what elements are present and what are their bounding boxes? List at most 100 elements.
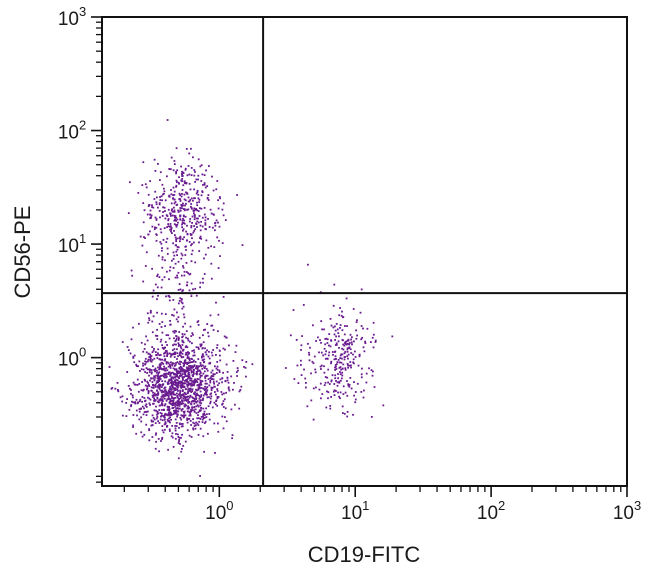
event-point [155,239,158,242]
event-point [152,417,155,419]
event-point [186,174,189,177]
event-point [166,175,168,178]
event-point [167,223,170,225]
event-point [202,184,204,186]
event-point [144,404,147,407]
event-point [130,389,132,391]
event-point [157,386,160,389]
event-point [347,353,350,356]
event-point [150,311,152,314]
event-point [186,410,189,413]
event-point [205,407,207,410]
event-point [343,358,346,361]
event-point [158,276,161,278]
event-point [304,377,307,380]
event-point [196,321,199,323]
event-point [159,389,162,392]
event-point [371,336,374,339]
event-point [168,389,170,392]
event-point [157,366,159,369]
event-point [164,341,167,343]
event-point [206,413,208,416]
event-point [163,416,166,418]
event-point [142,221,145,224]
event-point [187,375,190,378]
event-point [328,333,331,335]
event-point [180,368,183,371]
event-point [193,230,196,232]
event-point [330,339,332,341]
event-point [129,352,132,355]
event-point [149,217,152,220]
event-point [192,156,194,159]
event-point [160,231,163,234]
event-point [209,400,212,403]
event-point [198,383,201,386]
event-point [199,286,201,289]
event-point [334,339,336,341]
event-point [179,397,182,399]
event-point [353,362,355,365]
event-point [193,409,195,412]
event-point [159,216,161,219]
event-point [180,394,183,397]
event-point [174,409,177,412]
event-point [329,405,332,407]
event-point [156,335,159,337]
event-point [158,399,161,402]
event-point [211,175,213,178]
event-point [172,392,175,395]
event-point [181,207,183,209]
event-point [198,250,201,252]
event-point [178,422,181,425]
event-point [181,423,184,425]
event-point [142,161,145,164]
y-tick-label: 100 [58,345,86,371]
event-point [320,368,322,370]
event-point [141,184,144,186]
event-point [206,389,209,392]
event-point [179,374,181,377]
event-point [210,392,213,395]
event-point [132,326,134,329]
event-point [198,241,200,244]
event-point [188,375,191,378]
event-point [156,275,158,278]
event-point [153,409,156,412]
event-point [164,346,166,349]
event-point [171,432,174,435]
event-point [180,403,183,405]
event-point [344,325,346,327]
event-point [173,190,176,193]
event-point [188,387,191,390]
event-point [226,371,229,373]
event-point [190,384,193,387]
event-point [205,416,208,418]
event-point [169,414,172,417]
event-point [153,228,156,231]
event-point [168,168,171,170]
event-point [232,388,234,391]
event-point [182,202,184,205]
event-point [171,407,174,409]
event-point [207,246,210,249]
event-point [185,262,188,264]
event-point [199,281,202,284]
event-point [189,395,192,398]
event-point [158,384,160,387]
event-point [326,390,328,393]
event-point [318,351,320,354]
event-point [183,208,186,211]
event-point [162,400,164,403]
event-point [215,393,217,396]
event-point [197,324,200,326]
event-point [198,336,201,339]
event-point [170,377,173,379]
event-point [191,249,194,252]
event-point [160,312,163,315]
y-tick-label: 103 [58,4,86,30]
event-point [194,381,197,383]
event-point [204,377,207,379]
event-point [161,403,164,405]
event-point [172,352,175,355]
